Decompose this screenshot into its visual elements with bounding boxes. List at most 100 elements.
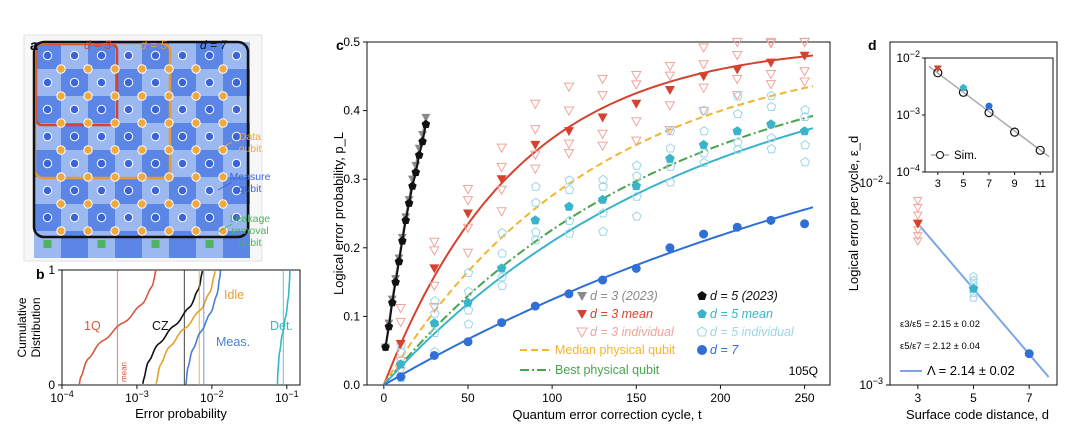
qubit-legend-text: Measure (230, 171, 271, 183)
inset-xtick-label: 7 (986, 178, 992, 190)
d3-individual-marker (462, 248, 474, 259)
d5-mean-marker (665, 153, 675, 163)
panel-c-ytick-label: 0.3 (343, 172, 360, 186)
measure-qubit (96, 185, 107, 196)
d5-individual-marker (631, 211, 642, 221)
measure-qubit (204, 185, 215, 196)
d3-mean-marker (462, 209, 473, 219)
d3-individual-marker (630, 70, 642, 81)
d3-individual-marker (698, 60, 709, 70)
d3-mean-marker (530, 140, 541, 150)
d5-individual-marker (766, 143, 777, 154)
d7-marker (766, 215, 776, 225)
panel-d-xtick-label: 5 (970, 391, 977, 405)
panel-b-label: b (36, 266, 45, 282)
d5-individual-marker (598, 226, 608, 236)
measure-qubit (96, 104, 107, 115)
d3-individual-marker (563, 139, 575, 150)
measure-qubit (69, 131, 80, 142)
measure-qubit (69, 50, 80, 61)
d5-individual-marker (564, 175, 575, 185)
measure-qubit (69, 158, 80, 169)
d3-individual-marker (496, 162, 507, 173)
inset-sim-marker (1035, 145, 1045, 155)
panel-a: a d = 3 d = 5 d = 7 DataqubitMeasurequbi… (23, 34, 271, 262)
data-qubit (218, 91, 228, 101)
qubit-legend-text: Leakage (230, 213, 270, 225)
d5-individual-marker (766, 132, 777, 143)
d5-individual-marker (396, 347, 406, 357)
panel-c-frame (366, 41, 831, 386)
panel-d-xtick-label: 7 (1026, 391, 1033, 405)
d5-2023-marker (414, 150, 424, 159)
measure-qubit (177, 212, 188, 223)
d3-individual-marker (731, 74, 743, 85)
data-qubit (110, 64, 120, 74)
leakage-qubit (43, 240, 52, 248)
d7-marker (396, 372, 406, 382)
data-qubit (110, 145, 120, 155)
panel-c-ytick-label: 0.1 (343, 309, 360, 323)
inset-d5-point (959, 83, 968, 91)
measure-qubit (123, 50, 134, 61)
lattice-plaquette (115, 231, 142, 258)
d5-individual-marker (598, 174, 608, 184)
inset-xtick-label: 9 (1012, 178, 1018, 190)
panel-b-xtick-label: 10−3 (125, 389, 149, 405)
d5-individual-marker (463, 319, 474, 329)
panel-b-ylabel: Distribution (29, 297, 43, 357)
d3-individual-marker (799, 77, 810, 88)
d3-individual-marker (563, 149, 575, 159)
measure-qubit (177, 50, 188, 61)
d3-individual-marker (698, 43, 709, 54)
d3-individual-marker (597, 91, 608, 101)
d5-mean-marker (597, 194, 608, 204)
d5-individual-marker (598, 181, 608, 191)
d5-2023-marker (404, 198, 414, 207)
d3-mean-marker (395, 339, 406, 349)
d5-2023-marker (408, 181, 417, 190)
d3-individual-marker (563, 82, 575, 93)
qubit-legend-leader (217, 141, 233, 151)
panel-b-xtick-label: 10−1 (275, 389, 299, 405)
d3-mean-marker (631, 99, 642, 109)
cdf-line-cz (142, 270, 204, 384)
measure-qubit (42, 212, 53, 223)
d7-marker (530, 301, 540, 311)
measure-qubit (123, 212, 134, 223)
d7-marker (598, 275, 608, 285)
measure-qubit (204, 212, 215, 223)
best-physical-curve (383, 114, 814, 386)
d3-2023-marker (421, 113, 431, 122)
d3-mean-marker (563, 127, 574, 137)
d3-individual-marker (765, 69, 777, 80)
legend-marker (577, 310, 587, 319)
data-qubit (191, 118, 201, 128)
d3-individual-marker (799, 37, 810, 48)
d5-mean-marker (530, 215, 541, 225)
d5-individual-marker (969, 293, 978, 302)
measure-qubit (123, 131, 134, 142)
d3-mean-marker (429, 264, 440, 274)
measure-qubit (42, 104, 53, 115)
d5-2023-marker (388, 298, 397, 307)
legend-label: d = 3 mean (590, 307, 653, 321)
d3-individual-marker (912, 196, 923, 206)
d5-individual-marker (665, 161, 676, 171)
measure-qubit (150, 131, 161, 142)
d5-individual-marker (497, 227, 507, 238)
legend-best-label: Best physical qubit (555, 363, 660, 377)
inset-sim-line (928, 65, 1050, 158)
data-qubit (56, 64, 66, 74)
d5-individual-marker (530, 235, 541, 245)
d5-individual-marker (463, 267, 474, 277)
panel-c-ytick-label: 0.0 (343, 378, 360, 392)
d3-individual-marker (597, 74, 608, 85)
cdf-series-label: Det. (270, 319, 293, 333)
inset-xtick-label: 11 (1034, 178, 1045, 190)
measure-qubit (69, 185, 80, 196)
d5-individual-marker (429, 327, 440, 337)
data-qubit (191, 226, 201, 236)
d7-marker (564, 289, 574, 299)
